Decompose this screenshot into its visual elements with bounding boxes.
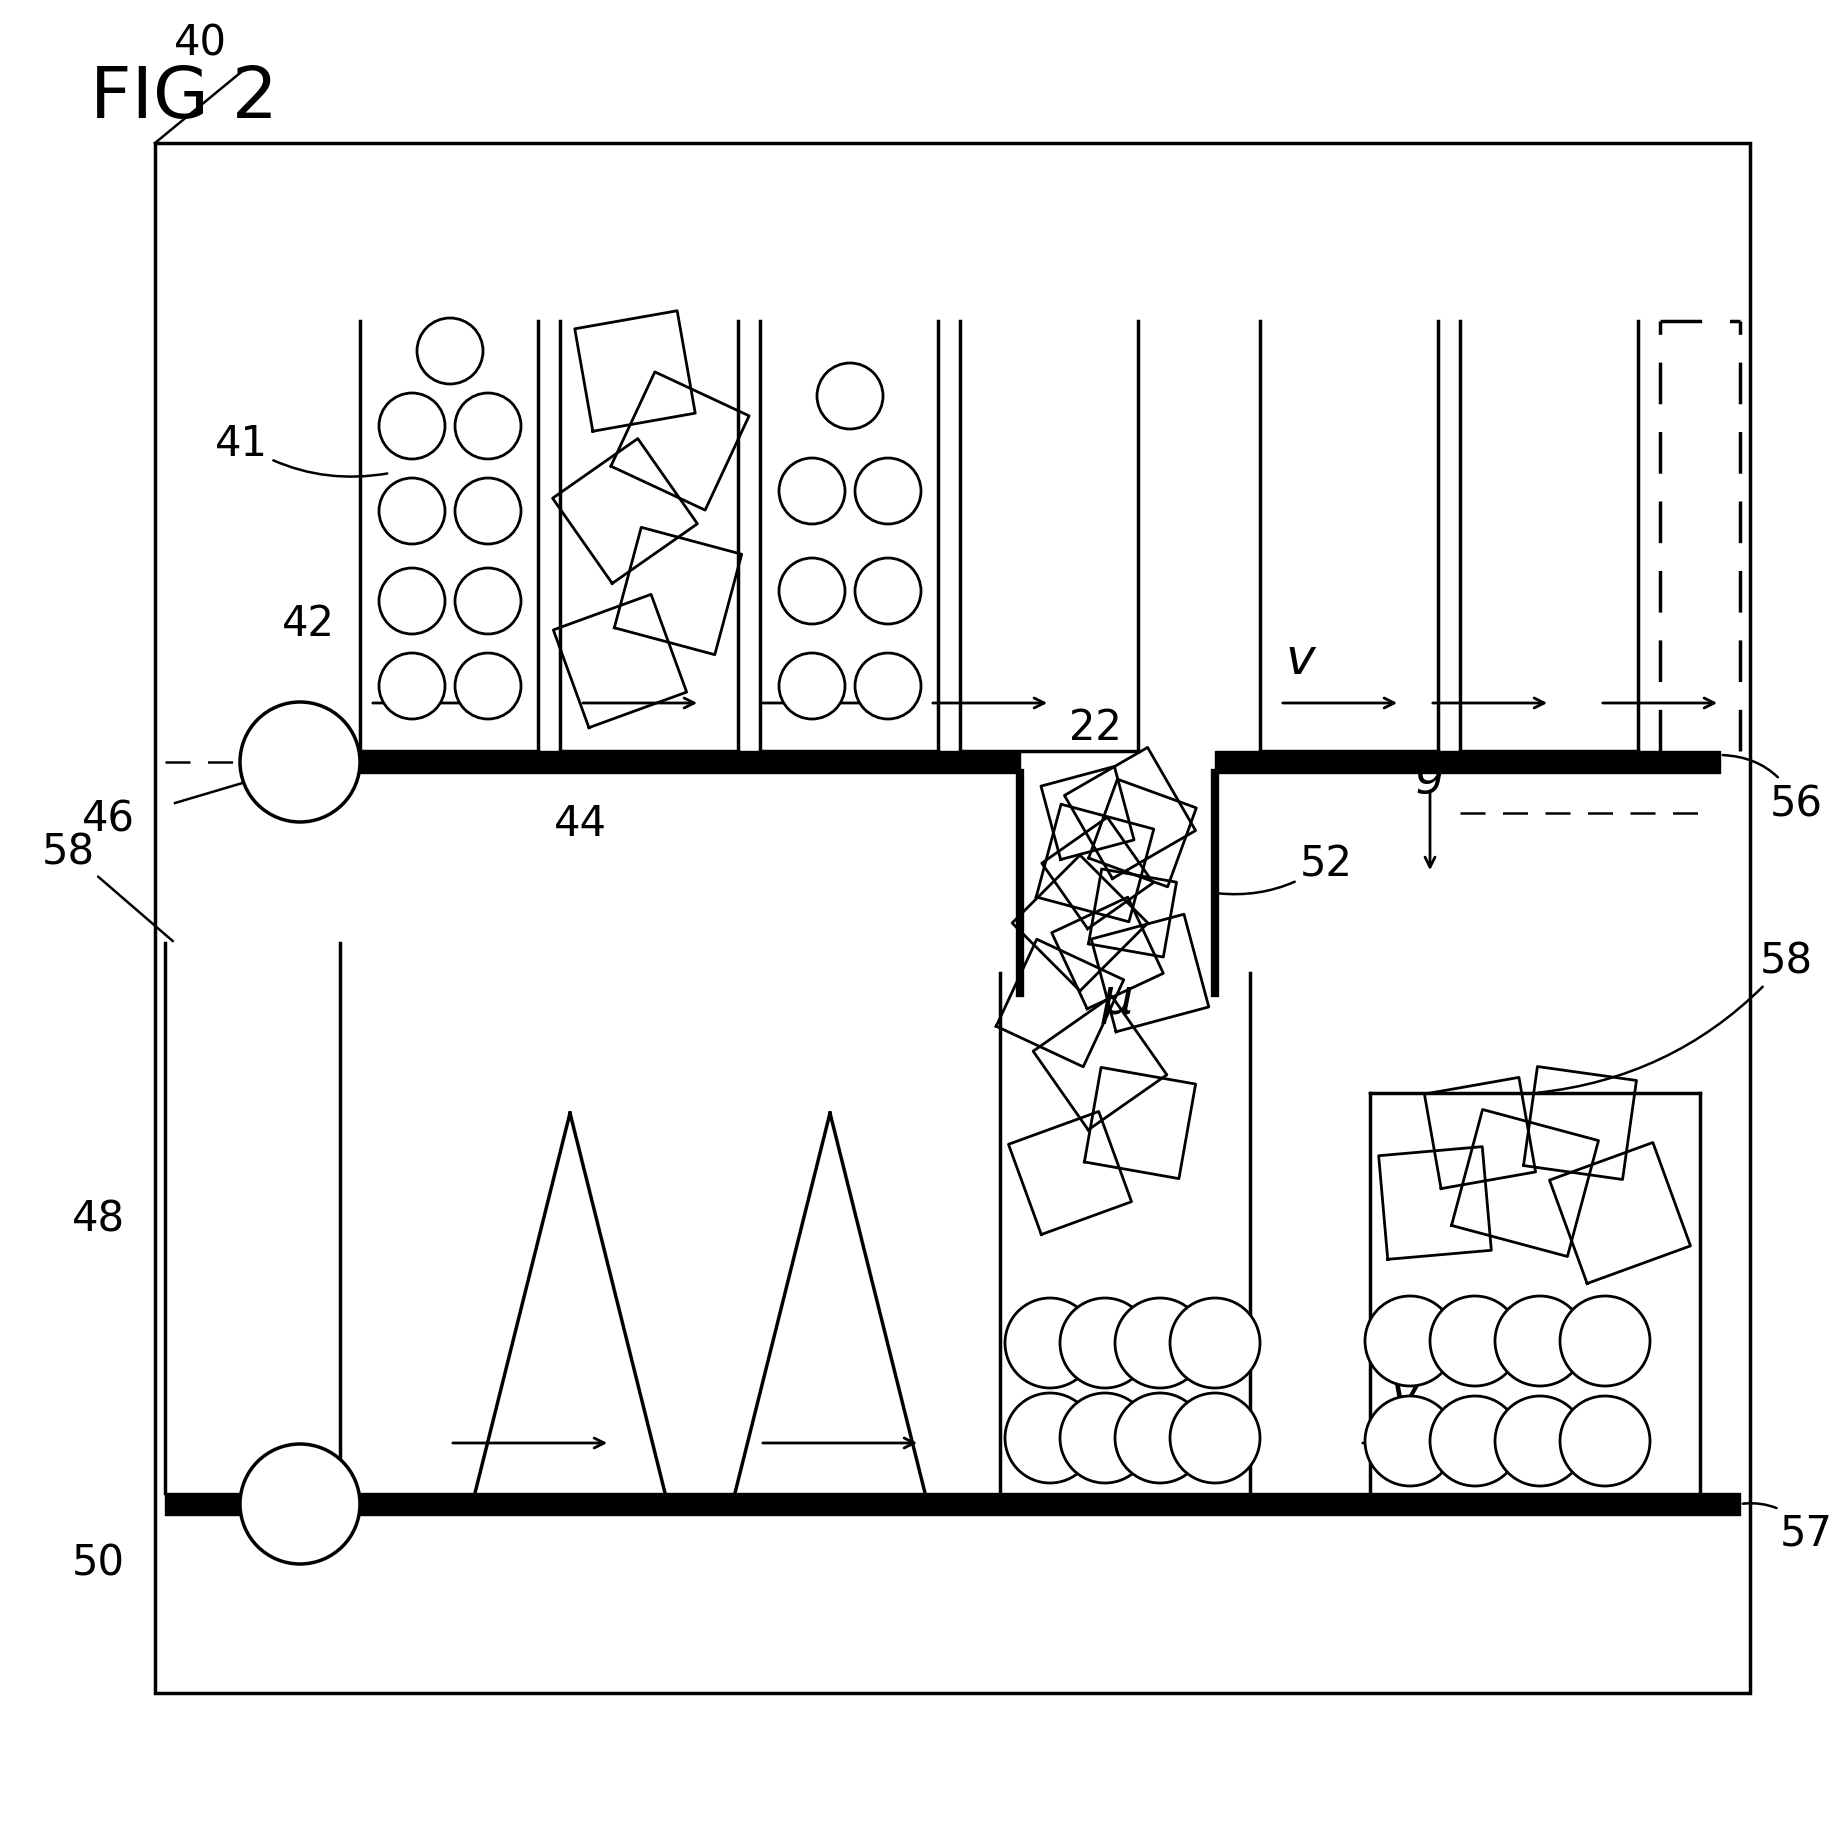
Text: 57: 57 <box>1744 1504 1832 1555</box>
Text: v: v <box>1389 1371 1419 1418</box>
Text: 46: 46 <box>81 798 135 840</box>
Text: 44: 44 <box>554 802 607 844</box>
Text: 58: 58 <box>1537 941 1814 1094</box>
Circle shape <box>378 654 445 720</box>
Bar <box>155 144 1751 1694</box>
Text: 56: 56 <box>1723 757 1823 824</box>
Circle shape <box>1061 1393 1149 1484</box>
Circle shape <box>854 654 921 720</box>
Circle shape <box>1006 1393 1094 1484</box>
Circle shape <box>1561 1396 1649 1486</box>
Text: μ: μ <box>1101 975 1133 1023</box>
Text: g: g <box>1415 749 1445 793</box>
Circle shape <box>240 702 360 822</box>
Circle shape <box>1170 1393 1260 1484</box>
Circle shape <box>854 459 921 525</box>
Circle shape <box>240 1444 360 1564</box>
Circle shape <box>1494 1296 1585 1385</box>
Circle shape <box>1114 1298 1205 1389</box>
Text: 52: 52 <box>1218 842 1352 895</box>
Circle shape <box>417 319 483 385</box>
Circle shape <box>1561 1296 1649 1385</box>
Text: FIG 2: FIG 2 <box>90 64 279 133</box>
Circle shape <box>1430 1296 1520 1385</box>
Circle shape <box>1365 1396 1456 1486</box>
Text: 40: 40 <box>173 22 227 64</box>
Circle shape <box>378 569 445 634</box>
Circle shape <box>779 558 845 625</box>
Circle shape <box>817 365 884 430</box>
Circle shape <box>1494 1396 1585 1486</box>
Circle shape <box>378 479 445 545</box>
Circle shape <box>378 394 445 459</box>
Text: 50: 50 <box>72 1542 125 1584</box>
Circle shape <box>1170 1298 1260 1389</box>
Text: 48: 48 <box>72 1198 125 1240</box>
Circle shape <box>456 569 520 634</box>
Circle shape <box>1114 1393 1205 1484</box>
Text: v: v <box>1286 636 1315 684</box>
Circle shape <box>1365 1296 1456 1385</box>
Text: 58: 58 <box>42 831 173 942</box>
Circle shape <box>456 654 520 720</box>
Circle shape <box>456 394 520 459</box>
Circle shape <box>456 479 520 545</box>
Circle shape <box>779 459 845 525</box>
Circle shape <box>1430 1396 1520 1486</box>
Circle shape <box>1006 1298 1094 1389</box>
Text: 41: 41 <box>216 423 387 478</box>
Text: 22: 22 <box>1068 707 1122 749</box>
Circle shape <box>1061 1298 1149 1389</box>
Circle shape <box>854 558 921 625</box>
Circle shape <box>779 654 845 720</box>
Text: 42: 42 <box>282 603 336 645</box>
